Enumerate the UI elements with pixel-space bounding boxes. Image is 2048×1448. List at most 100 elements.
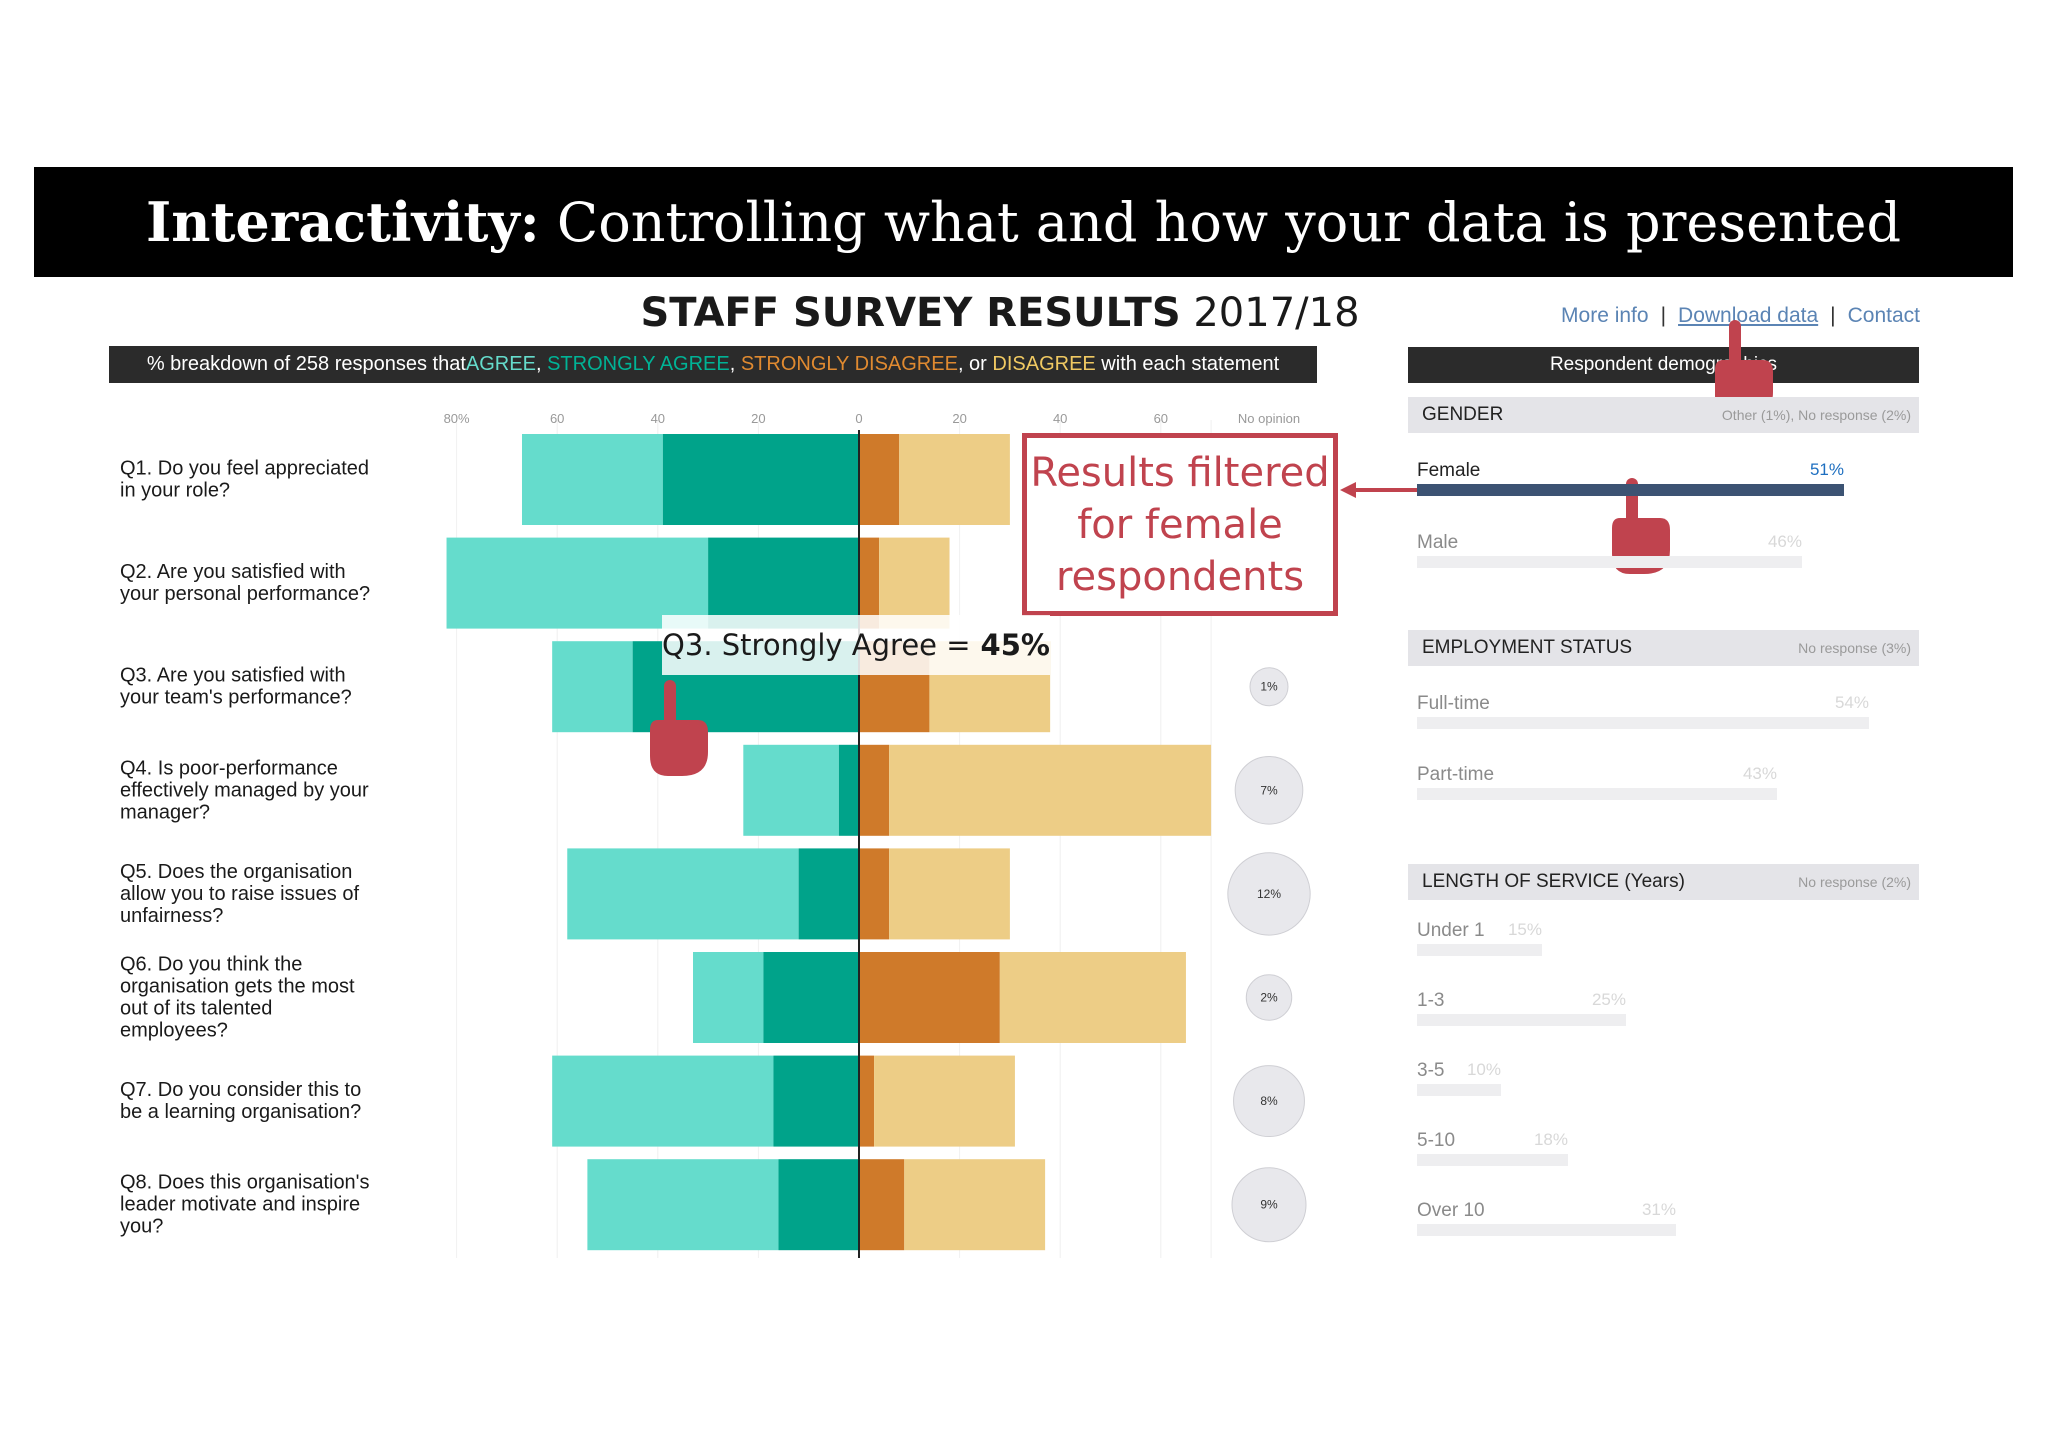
filter-item-percent: 25% (1591, 990, 1626, 1009)
question-label: effectively managed by your (120, 779, 369, 801)
no-opinion-bubble (1233, 1065, 1305, 1138)
bar-disagree (889, 848, 1010, 940)
demographic-section: EMPLOYMENT STATUS No response (3%) (1408, 630, 1919, 670)
bar-agree (521, 434, 663, 525)
filter-item-bar (1417, 1014, 1626, 1026)
filter-item-bar (1417, 1224, 1676, 1236)
x-tick-label: 60 (550, 411, 564, 426)
bar-strongly-disagree (859, 537, 880, 629)
banner-title-bold: Interactivity: (145, 190, 540, 254)
question-label: Q3. Are you satisfied with (120, 665, 346, 687)
filter-item-label: Over 10 (1417, 1200, 1485, 1221)
x-tick-label: 40 (651, 411, 665, 426)
bar-strongly-disagree (859, 848, 890, 940)
filter-item-label: Full-time (1417, 693, 1490, 714)
x-tick-label: 0 (855, 411, 862, 426)
bar-tooltip: Q3. Strongly Agree = 45% (662, 615, 1050, 675)
filter-item-full-time[interactable]: Full-time 54% (1417, 693, 1869, 733)
bar-disagree (904, 1159, 1046, 1251)
question-label: Q5. Does the organisation (120, 861, 352, 883)
callout-line: for female (1077, 501, 1283, 548)
no-opinion-value: 8% (1260, 1094, 1278, 1108)
section-note: No response (3%) (1798, 640, 1911, 656)
subtitle-comma: , (729, 353, 741, 375)
bar-agree (587, 1159, 779, 1251)
filter-item-5-10[interactable]: 5-10 18% (1417, 1130, 1568, 1170)
no-opinion-value: 9% (1260, 1198, 1278, 1212)
x-tick-label: 60 (1154, 411, 1168, 426)
more-info-link[interactable]: More info (1561, 304, 1649, 327)
section-header: LENGTH OF SERVICE (Years) No response (2%… (1408, 864, 1919, 900)
bar-strongly-disagree (859, 434, 900, 525)
subtitle-comma: , or (957, 353, 993, 375)
bar-strongly-agree (662, 434, 859, 525)
bar-disagree (874, 1055, 1015, 1147)
contact-link[interactable]: Contact (1847, 304, 1920, 327)
question-label: your team's performance? (120, 687, 352, 709)
section-header: EMPLOYMENT STATUS No response (3%) (1408, 630, 1919, 666)
filter-item-3-5[interactable]: 3-5 10% (1417, 1060, 1501, 1100)
filter-item-label: Female (1417, 460, 1481, 481)
subtitle-suffix: with each statement (1095, 353, 1280, 375)
filter-item-bar (1417, 717, 1869, 729)
subtitle-prefix: % breakdown of 258 responses that (146, 353, 466, 375)
pointer-hand-icon (650, 680, 708, 776)
callout-arrow-icon (1340, 482, 1418, 498)
tooltip-value: 45% (980, 628, 1050, 662)
no-opinion-header: No opinion (1238, 411, 1300, 426)
subtitle-comma: , (535, 353, 548, 375)
link-separator: | (1830, 304, 1836, 327)
filter-item-label: Under 1 (1417, 920, 1485, 941)
question-label: unfairness? (120, 905, 223, 927)
filter-item-percent: 18% (1533, 1130, 1568, 1149)
filter-item-bar (1417, 1154, 1568, 1166)
question-label: Q2. Are you satisfied with (120, 561, 346, 583)
download-data-link[interactable]: Download data (1678, 304, 1819, 327)
demographic-section: LENGTH OF SERVICE (Years) No response (2%… (1408, 864, 1919, 904)
filter-item-over-10[interactable]: Over 10 31% (1417, 1200, 1676, 1240)
filter-item-label: Male (1417, 532, 1459, 553)
top-links: More info | Download data | Contact (1561, 304, 1920, 328)
question-label: leader motivate and inspire (120, 1194, 360, 1216)
no-opinion-value: 12% (1257, 887, 1281, 901)
tooltip-label: Q3. Strongly Agree = (662, 628, 971, 662)
question-label: in your role? (120, 480, 230, 502)
filter-item-part-time[interactable]: Part-time 43% (1417, 764, 1777, 804)
legend-strongly-agree: STRONGLY AGREE (547, 353, 730, 375)
question-label: manager? (120, 801, 210, 823)
filter-item-percent: 10% (1466, 1060, 1501, 1079)
filter-item-percent: 31% (1641, 1200, 1676, 1219)
filter-item-under-1[interactable]: Under 1 15% (1417, 920, 1542, 960)
x-tick-label: 80% (444, 411, 470, 426)
link-separator: | (1660, 304, 1667, 327)
filter-item-bar (1417, 484, 1844, 496)
section-title: EMPLOYMENT STATUS (1422, 637, 1633, 658)
section-header: GENDER Other (1%), No response (2%) (1408, 397, 1919, 433)
bar-agree (567, 848, 799, 940)
section-note: No response (2%) (1798, 874, 1911, 890)
callout-line: respondents (1055, 553, 1305, 600)
question-label: Q6. Do you think the (120, 954, 302, 976)
filter-item-female[interactable]: Female 51% (1417, 460, 1844, 500)
bar-strongly-agree (773, 1055, 859, 1147)
question-label: Q8. Does this organisation's (120, 1172, 370, 1194)
bar-strongly-agree (763, 952, 859, 1043)
filter-callout: Results filtered for female respondents (1022, 433, 1338, 616)
filter-item-bar (1417, 556, 1802, 568)
bar-strongly-disagree (859, 1159, 905, 1251)
filter-item-percent: 51% (1809, 460, 1844, 479)
filter-item-label: 5-10 (1417, 1130, 1456, 1151)
question-label: out of its talented (120, 998, 272, 1020)
survey-title-year: 2017/18 (1180, 290, 1360, 336)
banner-title: Interactivity: Controlling what and how … (146, 190, 1901, 254)
filter-item-label: 1-3 (1417, 990, 1445, 1011)
no-opinion-value: 2% (1260, 991, 1278, 1005)
bar-agree (446, 537, 709, 629)
filter-item-1-3[interactable]: 1-3 25% (1417, 990, 1626, 1030)
filter-item-percent: 15% (1507, 920, 1542, 939)
legend-disagree: DISAGREE (992, 353, 1096, 375)
callout-line: Results filtered (1030, 449, 1330, 496)
filter-item-male[interactable]: Male 46% (1417, 532, 1802, 572)
no-opinion-bubble (1227, 852, 1311, 936)
bar-strongly-disagree (859, 952, 1000, 1043)
